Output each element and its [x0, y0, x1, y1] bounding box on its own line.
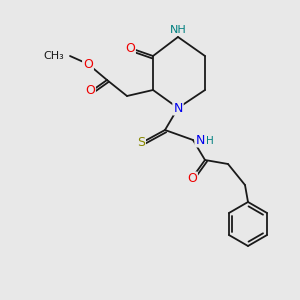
Text: N: N [173, 101, 183, 115]
Text: CH₃: CH₃ [43, 51, 64, 61]
Text: H: H [206, 136, 214, 146]
Text: O: O [85, 83, 95, 97]
Text: N: N [195, 134, 205, 146]
Text: NH: NH [169, 25, 186, 35]
Text: O: O [125, 41, 135, 55]
Text: S: S [137, 136, 145, 148]
Text: O: O [187, 172, 197, 185]
Text: O: O [83, 58, 93, 70]
